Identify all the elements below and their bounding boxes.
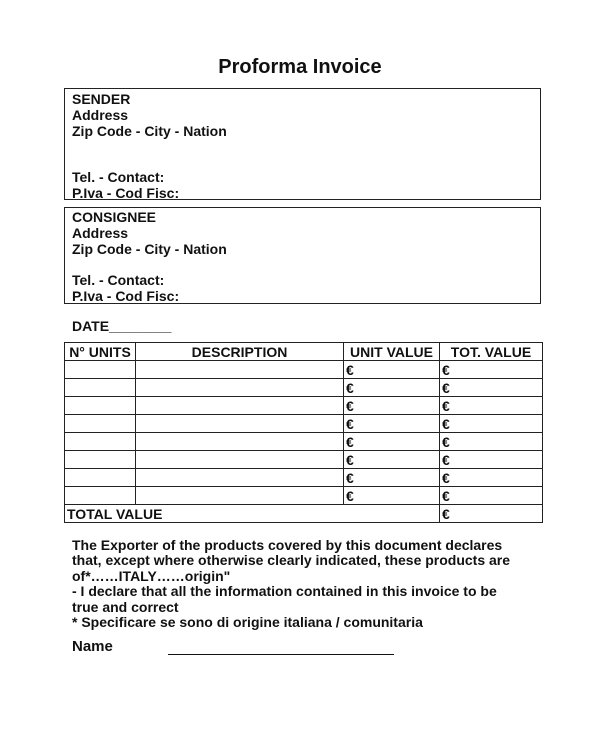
- description-cell[interactable]: [135, 486, 344, 505]
- items-table: N° UNITS DESCRIPTION UNIT VALUE TOT. VAL…: [64, 342, 543, 523]
- table-row: € €: [64, 414, 543, 433]
- description-cell[interactable]: [135, 468, 344, 487]
- description-cell[interactable]: [135, 432, 344, 451]
- units-cell[interactable]: [64, 468, 136, 487]
- table-header-row: N° UNITS DESCRIPTION UNIT VALUE TOT. VAL…: [64, 342, 543, 361]
- tot-value-cell[interactable]: €: [439, 432, 543, 451]
- table-row: € €: [64, 360, 543, 379]
- sender-tel: Tel. - Contact:: [72, 169, 165, 185]
- header-units: N° UNITS: [64, 342, 136, 361]
- table-row: € €: [64, 432, 543, 451]
- declaration-line: - I declare that all the information con…: [72, 583, 497, 600]
- description-cell[interactable]: [135, 396, 344, 415]
- declaration-text: The Exporter of the products covered by …: [72, 537, 552, 631]
- sender-address: Address: [72, 107, 129, 123]
- unit-value-cell[interactable]: €: [343, 450, 440, 469]
- unit-value-cell[interactable]: €: [343, 414, 440, 433]
- declaration-line: * Specificare se sono di origine italian…: [72, 614, 423, 631]
- units-cell[interactable]: [64, 450, 136, 469]
- description-cell[interactable]: [135, 378, 344, 397]
- units-cell[interactable]: [64, 414, 136, 433]
- table-row: € €: [64, 468, 543, 487]
- declaration-line: of*……ITALY……origin": [72, 567, 231, 584]
- consignee-box: CONSIGNEE Address Zip Code - City - Nati…: [64, 207, 541, 304]
- unit-value-cell[interactable]: €: [343, 432, 440, 451]
- units-cell[interactable]: [64, 378, 136, 397]
- date-field: DATE________: [72, 318, 172, 334]
- tot-value-cell[interactable]: €: [439, 396, 543, 415]
- units-cell[interactable]: [64, 432, 136, 451]
- tot-value-cell[interactable]: €: [439, 378, 543, 397]
- unit-value-cell[interactable]: €: [343, 396, 440, 415]
- consignee-tel: Tel. - Contact:: [72, 272, 165, 288]
- tot-value-cell[interactable]: €: [439, 360, 543, 379]
- total-label: TOTAL VALUE: [64, 504, 440, 523]
- unit-value-cell[interactable]: €: [343, 468, 440, 487]
- header-unit-value: UNIT VALUE: [343, 342, 440, 361]
- total-row: TOTAL VALUE €: [64, 504, 543, 523]
- declaration-line: true and correct: [72, 598, 179, 615]
- page-title: Proforma Invoice: [218, 56, 382, 78]
- description-cell[interactable]: [135, 450, 344, 469]
- tot-value-cell[interactable]: €: [439, 486, 543, 505]
- consignee-zip-city: Zip Code - City - Nation: [72, 241, 227, 257]
- tot-value-cell[interactable]: €: [439, 414, 543, 433]
- sender-vat: P.Iva - Cod Fisc:: [72, 185, 180, 201]
- table-row: € €: [64, 396, 543, 415]
- sender-zip-city: Zip Code - City - Nation: [72, 123, 227, 139]
- table-row: € €: [64, 378, 543, 397]
- header-tot-value: TOT. VALUE: [439, 342, 543, 361]
- consignee-vat: P.Iva - Cod Fisc:: [72, 288, 180, 304]
- unit-value-cell[interactable]: €: [343, 486, 440, 505]
- consignee-label: CONSIGNEE: [72, 209, 157, 225]
- tot-value-cell[interactable]: €: [439, 450, 543, 469]
- header-description: DESCRIPTION: [135, 342, 344, 361]
- units-cell[interactable]: [64, 486, 136, 505]
- table-row: € €: [64, 450, 543, 469]
- unit-value-cell[interactable]: €: [343, 360, 440, 379]
- declaration-line: that, except where otherwise clearly ind…: [72, 552, 511, 569]
- sender-label: SENDER: [72, 91, 131, 107]
- table-row: € €: [64, 486, 543, 505]
- units-cell[interactable]: [64, 396, 136, 415]
- declaration-line: The Exporter of the products covered by …: [72, 537, 503, 553]
- unit-value-cell[interactable]: €: [343, 378, 440, 397]
- units-cell[interactable]: [64, 360, 136, 379]
- total-value-cell[interactable]: €: [439, 504, 543, 523]
- sender-box: SENDER Address Zip Code - City - Nation …: [64, 88, 541, 201]
- name-label: Name: [72, 638, 113, 655]
- description-cell[interactable]: [135, 360, 344, 379]
- tot-value-cell[interactable]: €: [439, 468, 543, 487]
- description-cell[interactable]: [135, 414, 344, 433]
- consignee-address: Address: [72, 225, 129, 241]
- name-signature-line: [168, 654, 394, 655]
